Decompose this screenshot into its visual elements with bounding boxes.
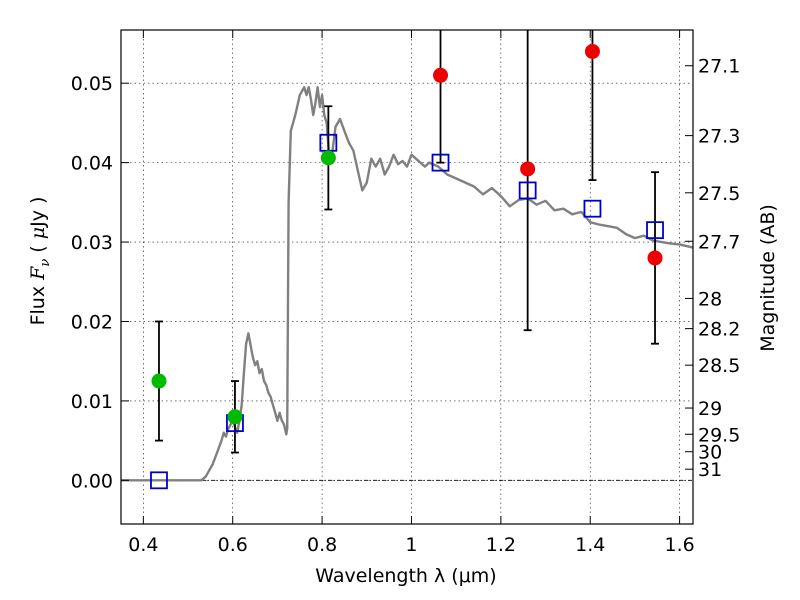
upper-limit-point bbox=[433, 67, 449, 83]
y-tick-label: 0.02 bbox=[71, 311, 113, 333]
x-axis-title: Wavelength λ (μm) bbox=[315, 565, 496, 587]
x-tick-label: 1 bbox=[405, 534, 417, 556]
y-axis-title-unit-symbol: μ bbox=[27, 227, 49, 239]
x-tick-label: 0.6 bbox=[218, 534, 248, 556]
x-tick-label: 1.2 bbox=[486, 534, 516, 556]
y-tick-label: 0.03 bbox=[71, 232, 113, 254]
upper-limit-point bbox=[584, 43, 600, 59]
y-axis-title-symbol: F bbox=[27, 266, 49, 281]
y2-tick-label: 29 bbox=[698, 398, 722, 420]
x-tick-label: 1.4 bbox=[575, 534, 605, 556]
y-tick-label: 0.05 bbox=[71, 73, 113, 95]
model-photometry-square bbox=[431, 153, 450, 172]
y2-axis-title: Magnitude (AB) bbox=[757, 204, 779, 352]
axis-ticks: 0.4 0.6 0.8 1 1.2 1.4 1.6 0.00 0.01 0.02 0.03 0.04 0… bbox=[71, 30, 740, 556]
model-photometry-square bbox=[583, 199, 602, 218]
plot-data bbox=[121, 30, 694, 490]
y-axis-title: Flux Fν ( μJy ) bbox=[27, 197, 53, 326]
x-tick-label: 0.4 bbox=[128, 534, 158, 556]
model-photometry-square bbox=[150, 471, 168, 490]
model-photometry-square bbox=[518, 181, 537, 200]
detection-point bbox=[227, 409, 243, 425]
upper-limit-point bbox=[520, 161, 536, 177]
y2-tick-label: 27.3 bbox=[698, 126, 740, 148]
y-axis-title-open: ( bbox=[27, 239, 49, 259]
y-axis-title-prefix: Flux bbox=[27, 280, 49, 326]
y-tick-label: 0.04 bbox=[71, 153, 113, 175]
sed-model-curve bbox=[121, 85, 694, 482]
x-tick-label: 0.8 bbox=[307, 534, 337, 556]
x-tick-label: 1.6 bbox=[664, 534, 694, 556]
model-photometry-square bbox=[646, 221, 664, 240]
y2-tick-label: 28 bbox=[698, 288, 722, 310]
y2-tick-label: 28.5 bbox=[698, 355, 740, 377]
y2-tick-label: 27.7 bbox=[698, 231, 740, 253]
grid-lines bbox=[121, 30, 693, 524]
detection-point bbox=[320, 150, 336, 166]
y-axis-title-unit: Jy ) bbox=[27, 197, 49, 228]
y2-tick-label: 31 bbox=[698, 459, 722, 481]
upper-limit-point bbox=[647, 250, 663, 266]
y2-tick-label: 27.1 bbox=[698, 56, 740, 78]
y-axis-title-subscript: ν bbox=[38, 259, 53, 267]
y-tick-label: 0.01 bbox=[71, 391, 113, 413]
detection-point bbox=[151, 373, 167, 389]
y2-tick-label: 27.5 bbox=[698, 183, 740, 205]
y2-tick-label: 28.2 bbox=[698, 319, 740, 341]
y2-tick-label: 30 bbox=[698, 442, 722, 464]
plot-frame bbox=[120, 29, 694, 525]
y2-tick-label: 29.5 bbox=[698, 424, 740, 446]
y-tick-label: 0.00 bbox=[71, 470, 113, 492]
